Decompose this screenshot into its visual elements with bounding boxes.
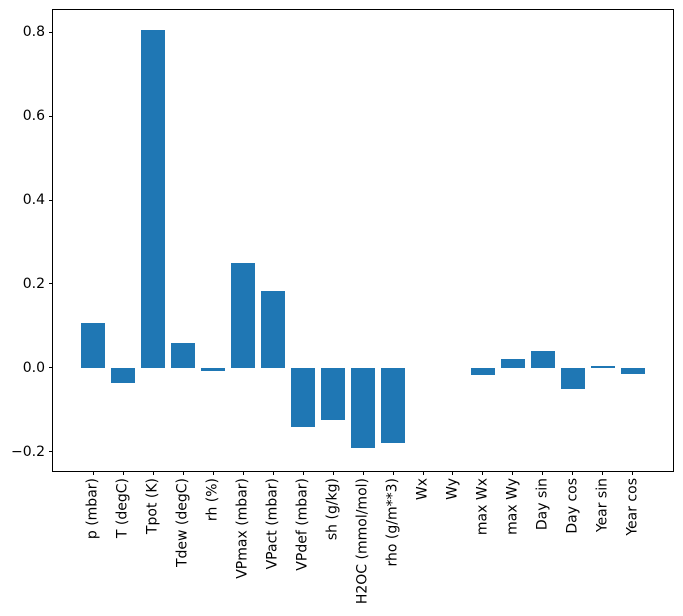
x-axis: p (mbar) T (degC) Tpot (K) Tdew (degC) rh (%… xyxy=(53,10,673,604)
x-tick-label: H2OC (mmol/mol) xyxy=(354,478,371,605)
bars-layer xyxy=(53,10,673,471)
y-tick-mark xyxy=(49,283,53,285)
y-tick-mark xyxy=(49,115,53,117)
bar xyxy=(231,262,256,368)
x-tick-label: sh (g/kg) xyxy=(324,478,341,541)
y-tick-label: 0.4 xyxy=(22,192,45,208)
bar xyxy=(291,367,315,427)
bar xyxy=(321,367,345,420)
x-tick-mark xyxy=(632,471,634,475)
bar xyxy=(201,367,226,372)
x-tick-label: p (mbar) xyxy=(84,478,101,540)
bar xyxy=(530,351,555,368)
x-tick-mark xyxy=(482,471,484,475)
x-tick-mark xyxy=(272,471,274,475)
x-tick-mark xyxy=(92,471,94,475)
x-tick-label: rho (g/m**3) xyxy=(384,478,401,567)
plot-area: 0.8 0.6 0.4 0.2 0.0 −0.2 p (mbar) T (degC) Tpot… xyxy=(11,9,674,604)
y-tick-mark xyxy=(49,199,53,201)
bar xyxy=(261,291,286,368)
x-tick-mark xyxy=(392,471,394,475)
x-tick-mark xyxy=(452,471,454,475)
x-tick-mark xyxy=(542,471,544,475)
bar xyxy=(141,30,166,368)
x-tick-label: Day cos xyxy=(564,478,581,534)
x-tick-label: Tpot (K) xyxy=(144,478,161,535)
bar xyxy=(111,367,136,384)
bar xyxy=(381,367,405,444)
x-tick-mark xyxy=(302,471,304,475)
y-tick-mark xyxy=(49,451,53,453)
x-tick-label: rh (%) xyxy=(204,478,221,522)
x-tick-mark xyxy=(182,471,184,475)
y-tick-mark xyxy=(49,367,53,369)
bar xyxy=(560,367,585,390)
x-tick-label: max Wy xyxy=(504,478,521,535)
bar xyxy=(351,367,375,449)
y-tick-label: −0.2 xyxy=(11,443,45,460)
x-tick-mark xyxy=(362,471,364,475)
bar xyxy=(500,359,525,368)
y-tick-mark xyxy=(49,31,53,33)
bar xyxy=(470,367,495,376)
x-tick-mark xyxy=(422,471,424,475)
x-tick-mark xyxy=(152,471,154,475)
x-tick-label: Tdew (degC) xyxy=(174,478,191,568)
bar xyxy=(620,367,645,375)
bar xyxy=(171,343,196,368)
x-tick-mark xyxy=(122,471,124,475)
x-tick-label: Wy xyxy=(444,478,461,500)
y-tick-label: 0.0 xyxy=(22,359,45,376)
x-tick-label: Day sin xyxy=(534,478,551,531)
y-tick-label: 0.8 xyxy=(22,24,45,41)
x-tick-mark xyxy=(512,471,514,475)
x-tick-mark xyxy=(332,471,334,475)
x-tick-mark xyxy=(602,471,604,475)
bar xyxy=(590,366,615,368)
x-tick-label: VPdef (mbar) xyxy=(294,478,311,571)
x-tick-mark xyxy=(242,471,244,475)
x-tick-label: Wx xyxy=(414,478,431,501)
bar xyxy=(81,322,106,368)
x-tick-label: max Wx xyxy=(474,478,491,536)
y-tick-label: 0.6 xyxy=(22,108,45,125)
x-tick-label: Year sin xyxy=(594,478,611,533)
x-tick-label: VPact (mbar) xyxy=(264,478,281,570)
y-axis: 0.8 0.6 0.4 0.2 0.0 −0.2 xyxy=(11,10,673,471)
y-tick-label: 0.2 xyxy=(22,275,45,292)
x-tick-mark xyxy=(572,471,574,475)
x-tick-label: VPmax (mbar) xyxy=(234,478,251,579)
x-tick-label: Year cos xyxy=(624,478,641,536)
x-tick-mark xyxy=(212,471,214,475)
x-tick-label: T (degC) xyxy=(114,478,131,539)
